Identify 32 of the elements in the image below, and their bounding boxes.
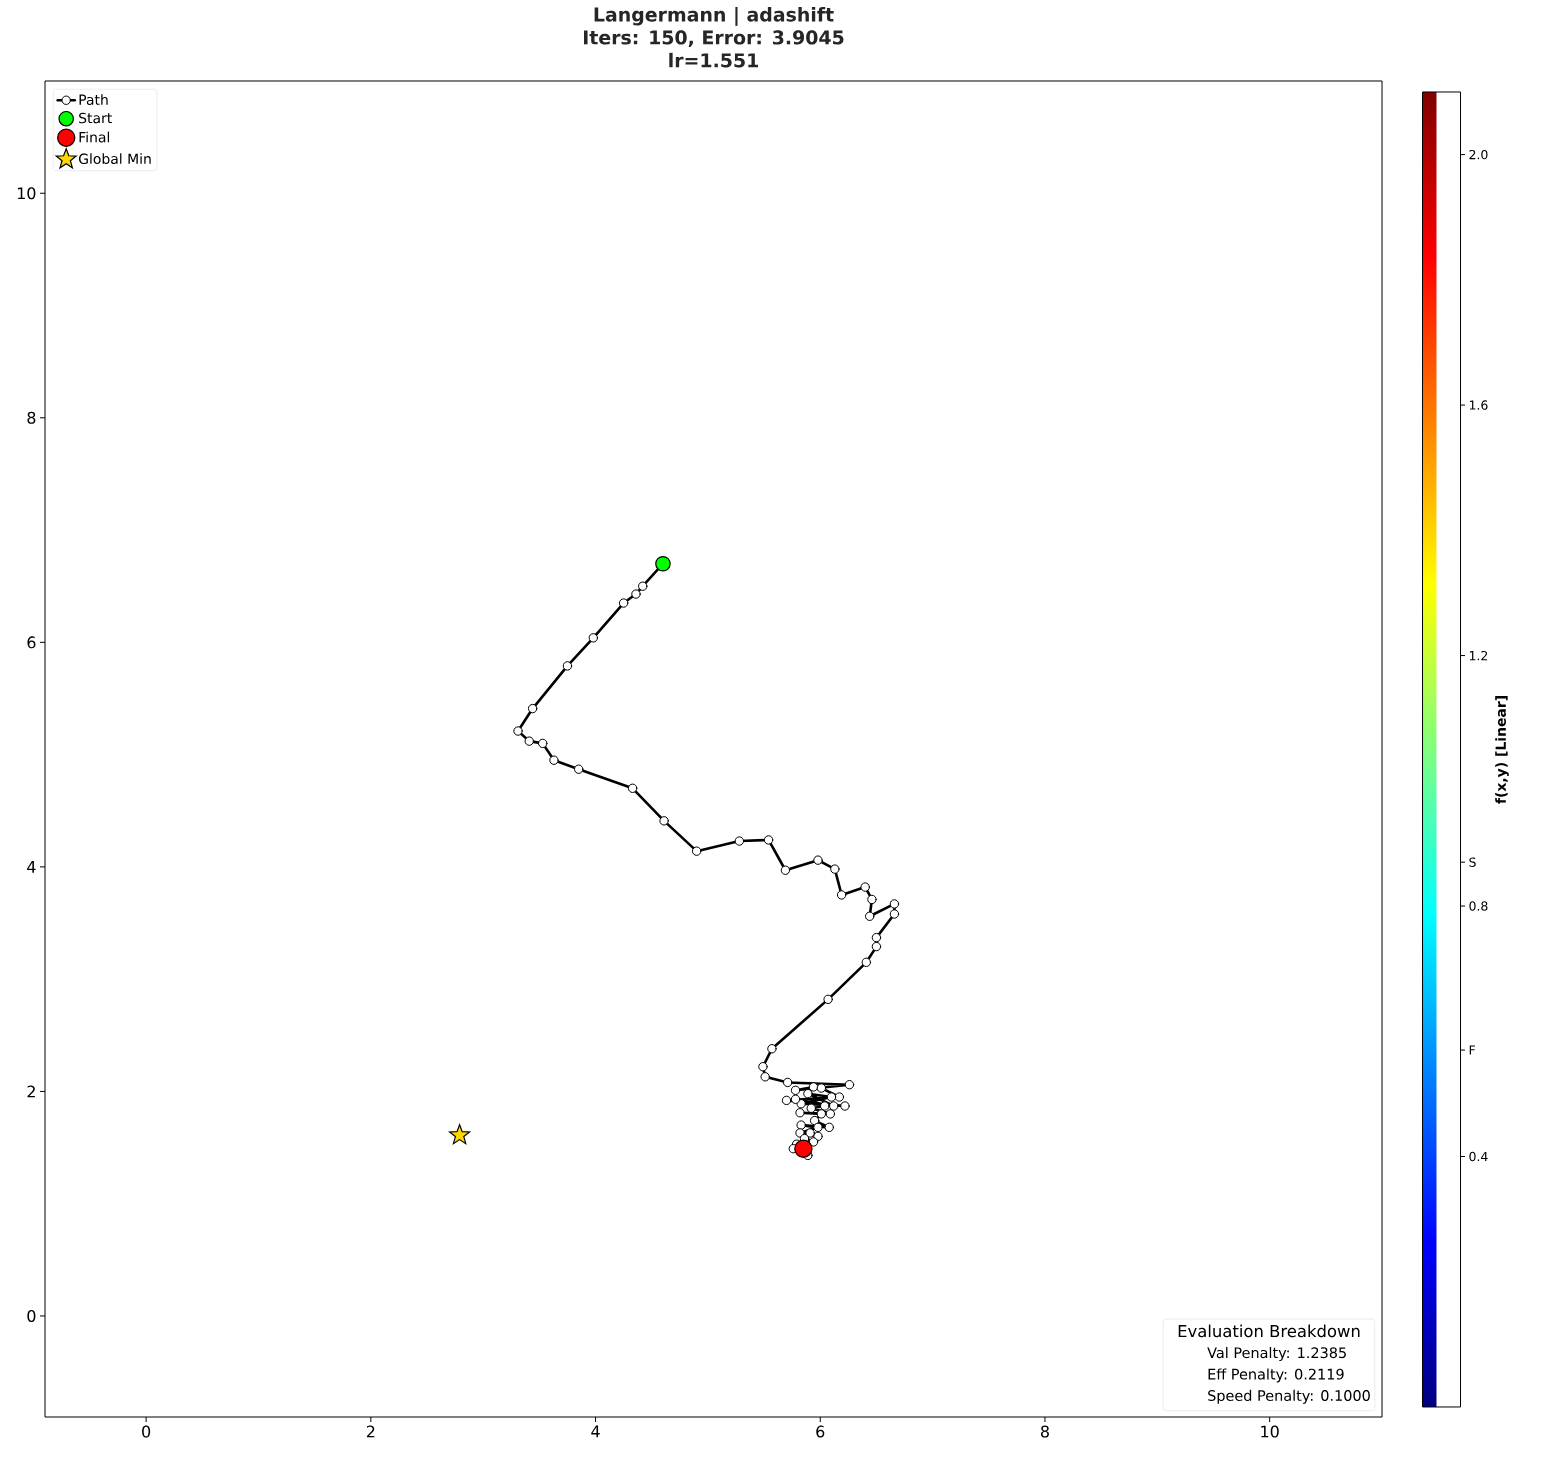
color-bar-label: 1.6 [1469, 400, 1488, 410]
x-tick-label: 2 [366, 1425, 375, 1438]
annotation: Evaluation Breakdown [1178, 1324, 1360, 1338]
color-bar-label: 1.2 [1469, 650, 1488, 661]
y-tick-label: 6 [27, 636, 36, 649]
legend-label: Final [79, 131, 110, 143]
x-tick-label: 0 [142, 1425, 151, 1438]
color-bar-label: 0.4 [1469, 1151, 1488, 1162]
color-bar-label: 0.8 [1469, 901, 1488, 911]
annotation: Speed Penalty: 0.1000 [1208, 1389, 1370, 1404]
chart-title: Langermann | adashift Iters: 150, Error: 3.9045 lr=1.551 [583, 6, 844, 68]
point [794, 1139, 813, 1158]
y-tick-label: 2 [27, 1085, 35, 1098]
color-bar-title: f(x,y) [Linear] [1495, 696, 1509, 804]
legend-label: Path [79, 94, 108, 105]
color-bar-label: 2.0 [1469, 149, 1488, 160]
x-tick-label: 6 [816, 1425, 825, 1438]
y-tick-label: 4 [27, 861, 36, 873]
legend-label: Start [79, 112, 112, 124]
y-tick-label: 8 [27, 411, 36, 424]
legend-label: Global Min [78, 153, 151, 165]
x-tick-label: 10 [1261, 1425, 1279, 1438]
annotation: Val Penalty: 1.2385 [1207, 1346, 1346, 1361]
x-tick-label: 8 [1040, 1425, 1049, 1438]
y-tick-label: 0 [27, 1309, 36, 1322]
point [449, 1124, 471, 1145]
x-tick-label: 4 [591, 1425, 600, 1438]
y-tick-label: 10 [17, 187, 36, 200]
point [655, 555, 671, 572]
annotation: Eff Penalty: 0.2119 [1208, 1368, 1344, 1383]
color-bar-label: F [1469, 1045, 1475, 1055]
color-bar-label: S [1469, 857, 1476, 867]
